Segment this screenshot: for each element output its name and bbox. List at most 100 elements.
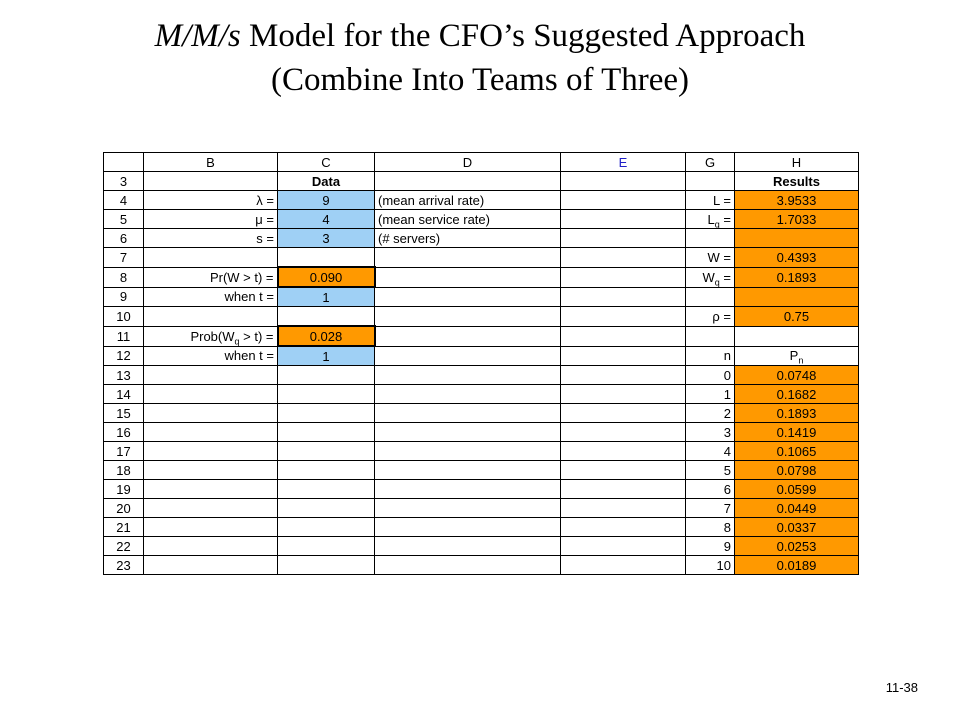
- cell-h9[interactable]: [734, 286, 859, 307]
- cell-e9[interactable]: [560, 286, 686, 307]
- cell-d11[interactable]: [374, 325, 561, 347]
- cell-c[interactable]: [277, 517, 375, 537]
- cell-b[interactable]: [143, 460, 278, 480]
- pn-value[interactable]: 0.0748: [734, 365, 859, 385]
- col-header-c[interactable]: C: [277, 152, 375, 172]
- cell-d7[interactable]: [374, 247, 561, 268]
- cell-d12[interactable]: [374, 345, 561, 366]
- cell-d[interactable]: [374, 479, 561, 499]
- mu-description[interactable]: (mean service rate): [374, 209, 561, 229]
- cell-d[interactable]: [374, 555, 561, 575]
- row-number[interactable]: 19: [103, 479, 144, 499]
- row-number[interactable]: 7: [103, 247, 144, 268]
- cell-e[interactable]: [560, 479, 686, 499]
- prob-wq-value[interactable]: 0.028: [276, 325, 376, 347]
- cell-e[interactable]: [560, 403, 686, 423]
- prob-wq-label[interactable]: Prob(Wq > t) =: [143, 325, 278, 347]
- row-number[interactable]: 10: [103, 306, 144, 327]
- s-label[interactable]: s =: [143, 228, 278, 248]
- cell-e10[interactable]: [560, 306, 686, 327]
- col-header-b[interactable]: B: [143, 152, 278, 172]
- n-value[interactable]: 7: [685, 498, 735, 518]
- cell-e[interactable]: [560, 555, 686, 575]
- cell-d[interactable]: [374, 422, 561, 442]
- cell-b7[interactable]: [143, 247, 278, 268]
- cell-e[interactable]: [560, 422, 686, 442]
- results-label[interactable]: Results: [734, 171, 859, 191]
- n-value[interactable]: 6: [685, 479, 735, 499]
- row-number[interactable]: 21: [103, 517, 144, 537]
- wq-label[interactable]: Wq =: [685, 266, 735, 288]
- n-value[interactable]: 4: [685, 441, 735, 461]
- cell-e3[interactable]: [560, 171, 686, 191]
- cell-e[interactable]: [560, 384, 686, 404]
- cell-c[interactable]: [277, 365, 375, 385]
- cell-b[interactable]: [143, 384, 278, 404]
- cell-e[interactable]: [560, 460, 686, 480]
- cell-e[interactable]: [560, 536, 686, 556]
- row-number[interactable]: 11: [103, 325, 144, 347]
- prw-value[interactable]: 0.090: [276, 266, 376, 288]
- cell-c7[interactable]: [277, 247, 375, 268]
- pn-value[interactable]: 0.0337: [734, 517, 859, 537]
- cell-e11[interactable]: [560, 325, 686, 347]
- t-input-2[interactable]: 1: [277, 345, 375, 366]
- cell-c[interactable]: [277, 422, 375, 442]
- n-value[interactable]: 0: [685, 365, 735, 385]
- row-number[interactable]: 3: [103, 171, 144, 191]
- cell-d10[interactable]: [374, 306, 561, 327]
- cell-d3[interactable]: [374, 171, 561, 191]
- cell-c[interactable]: [277, 441, 375, 461]
- row-number[interactable]: 6: [103, 228, 144, 248]
- row-number[interactable]: 8: [103, 266, 144, 288]
- cell-e[interactable]: [560, 365, 686, 385]
- lq-value[interactable]: 1.7033: [734, 209, 859, 229]
- row-number[interactable]: 13: [103, 365, 144, 385]
- cell-e5[interactable]: [560, 209, 686, 229]
- n-value[interactable]: 9: [685, 536, 735, 556]
- rho-value[interactable]: 0.75: [734, 306, 859, 327]
- cell-d[interactable]: [374, 498, 561, 518]
- row-number[interactable]: 16: [103, 422, 144, 442]
- cell-d[interactable]: [374, 517, 561, 537]
- cell-e7[interactable]: [560, 247, 686, 268]
- cell-e[interactable]: [560, 441, 686, 461]
- n-value[interactable]: 2: [685, 403, 735, 423]
- cell-h6[interactable]: [734, 228, 859, 248]
- cell-c[interactable]: [277, 498, 375, 518]
- pn-value[interactable]: 0.0449: [734, 498, 859, 518]
- cell-d[interactable]: [374, 536, 561, 556]
- cell-b[interactable]: [143, 517, 278, 537]
- cell-d[interactable]: [374, 384, 561, 404]
- mu-input[interactable]: 4: [277, 209, 375, 229]
- n-value[interactable]: 8: [685, 517, 735, 537]
- row-number[interactable]: 23: [103, 555, 144, 575]
- cell-e[interactable]: [560, 498, 686, 518]
- n-header[interactable]: n: [685, 345, 735, 366]
- wq-value[interactable]: 0.1893: [734, 266, 859, 288]
- cell-b[interactable]: [143, 365, 278, 385]
- pn-value[interactable]: 0.0189: [734, 555, 859, 575]
- lq-label[interactable]: Lq =: [685, 209, 735, 229]
- cell-d9[interactable]: [374, 286, 561, 307]
- l-label[interactable]: L =: [685, 190, 735, 210]
- cell-e6[interactable]: [560, 228, 686, 248]
- corner-cell[interactable]: [103, 152, 144, 172]
- cell-b[interactable]: [143, 479, 278, 499]
- cell-e12[interactable]: [560, 345, 686, 366]
- col-header-g[interactable]: G: [685, 152, 735, 172]
- cell-c[interactable]: [277, 403, 375, 423]
- n-value[interactable]: 3: [685, 422, 735, 442]
- pn-value[interactable]: 0.1419: [734, 422, 859, 442]
- pn-value[interactable]: 0.1065: [734, 441, 859, 461]
- cell-d8[interactable]: [374, 266, 561, 288]
- row-number[interactable]: 17: [103, 441, 144, 461]
- data-label[interactable]: Data: [277, 171, 375, 191]
- cell-g3[interactable]: [685, 171, 735, 191]
- col-header-e[interactable]: E: [560, 152, 686, 172]
- cell-b10[interactable]: [143, 306, 278, 327]
- cell-c[interactable]: [277, 479, 375, 499]
- row-number[interactable]: 18: [103, 460, 144, 480]
- row-number[interactable]: 20: [103, 498, 144, 518]
- lambda-description[interactable]: (mean arrival rate): [374, 190, 561, 210]
